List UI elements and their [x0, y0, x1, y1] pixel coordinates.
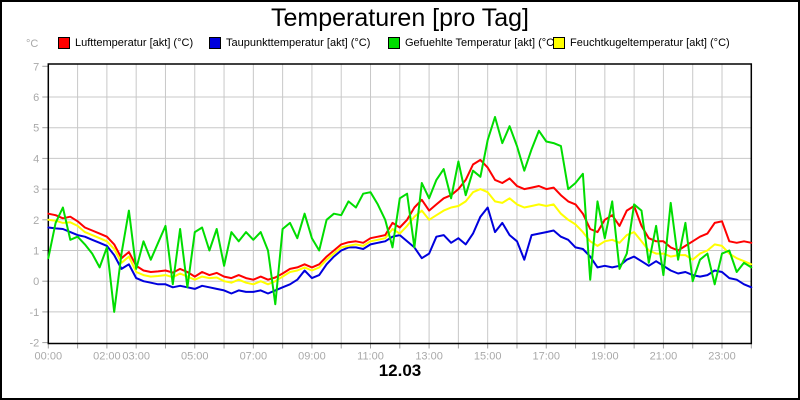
y-axis-tick-label: 2: [33, 215, 39, 227]
x-axis-tick-label: 15:00: [474, 351, 502, 363]
y-axis-tick-label: 0: [33, 276, 39, 288]
x-axis-tick-label: 00:00: [35, 351, 63, 363]
y-axis-tick-label: -2: [30, 338, 40, 350]
y-axis-tick-label: 1: [33, 246, 39, 258]
legend-item-label: Lufttemperatur [akt] (°C): [75, 37, 194, 49]
y-axis-tick-label: 6: [33, 92, 39, 104]
y-axis-tick-label: 4: [33, 153, 39, 165]
legend-item-label: Feuchtkugeltemperatur [akt] (°C): [570, 37, 730, 49]
x-axis-tick-label: 03:00: [122, 351, 150, 363]
series-line-feuchtkugeltemperatur: [47, 188, 753, 286]
legend-swatch-feuchtkugeltemperatur-icon: [553, 37, 565, 49]
x-axis-tick-label: 09:00: [298, 351, 326, 363]
legend-item-feuchtkugeltemperatur: Feuchtkugeltemperatur [akt] (°C): [553, 37, 730, 49]
plot-border: [47, 63, 753, 345]
y-axis-tick-label: 7: [33, 61, 39, 73]
y-axis-tick-label: 5: [33, 123, 39, 135]
x-axis-tick-label: 17:00: [532, 351, 560, 363]
series-line-taupunkttemperatur: [47, 206, 753, 295]
x-axis-tick-label: 07:00: [240, 351, 268, 363]
legend-item-label: Gefuehlte Temperatur [akt] (°C): [405, 37, 558, 49]
y-axis-unit-label: °C: [26, 38, 39, 50]
series-line-gefuehlte: [47, 116, 753, 313]
x-axis-tick-label: 23:00: [708, 351, 736, 363]
legend-item-taupunkttemperatur: Taupunkttemperatur [akt] (°C): [209, 37, 370, 49]
x-axis-tick-label: 21:00: [650, 351, 678, 363]
x-axis-tick-label: 11:00: [357, 351, 384, 363]
legend-swatch-lufttemperatur-icon: [58, 37, 70, 49]
y-axis-tick-label: 3: [33, 184, 39, 196]
x-axis-tick-label: 19:00: [591, 351, 619, 363]
x-axis-tick-label: 02:00: [93, 351, 121, 363]
legend-item-lufttemperatur: Lufttemperatur [akt] (°C): [58, 37, 193, 49]
legend-item-gefuehlte-temperatur: Gefuehlte Temperatur [akt] (°C): [388, 37, 558, 49]
legend-swatch-gefuehlte-temperatur-icon: [388, 37, 400, 49]
x-axis-tick-label: 13:00: [415, 351, 443, 363]
legend-item-label: Taupunkttemperatur [akt] (°C): [226, 37, 371, 49]
x-axis-tick-label: 05:00: [181, 351, 209, 363]
y-axis-tick-label: -1: [30, 307, 40, 319]
page-title: Temperaturen [pro Tag]: [270, 4, 530, 32]
legend-swatch-taupunkttemperatur-icon: [209, 37, 221, 49]
x-axis-date-label: 12.03: [378, 361, 422, 380]
